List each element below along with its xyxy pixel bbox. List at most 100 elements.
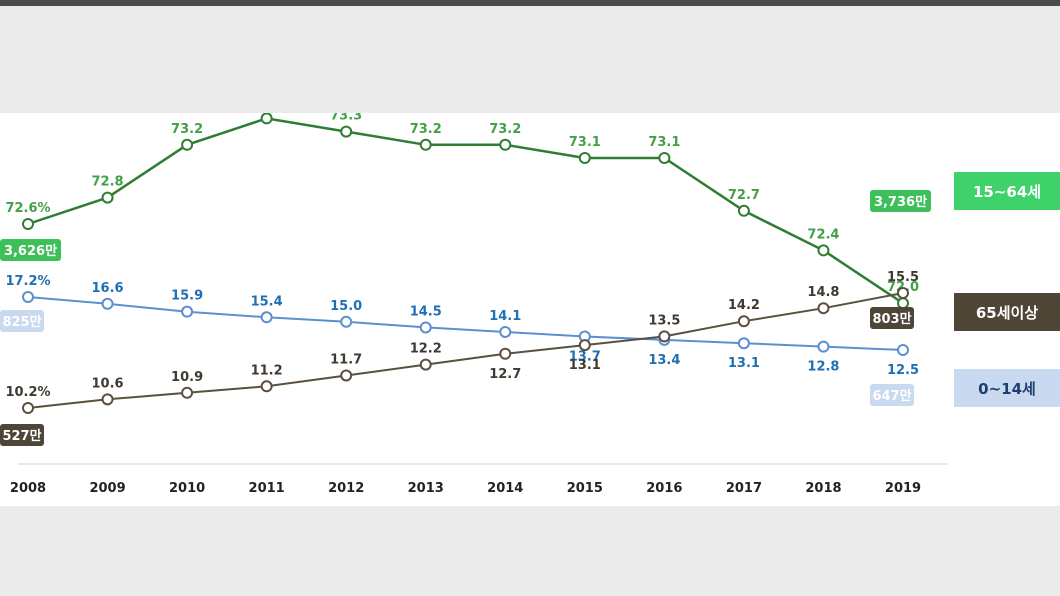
series-line	[27, 117, 904, 305]
data-point	[419, 138, 432, 151]
data-label: 12.5	[887, 363, 919, 378]
data-point	[499, 325, 512, 338]
start-badge-bg	[0, 310, 44, 332]
data-point	[658, 330, 671, 343]
start-badge: 527만	[2, 428, 41, 444]
legend-working-age: 15~64세	[954, 172, 1060, 210]
data-point	[260, 113, 273, 125]
x-tick-label: 2019	[885, 481, 921, 496]
data-label: 12.2	[410, 342, 442, 357]
data-point	[22, 291, 34, 303]
end-badge: 647만	[872, 388, 911, 404]
data-point	[817, 302, 830, 315]
legend-working-age-label: 15~64세	[972, 182, 1042, 201]
x-tick-label: 2015	[567, 481, 603, 496]
start-badge: 825만	[2, 314, 41, 330]
data-point	[340, 125, 353, 138]
data-point	[737, 337, 750, 350]
data-point	[181, 138, 194, 151]
data-label: 15.5	[887, 270, 919, 285]
data-label: 14.5	[410, 304, 442, 319]
data-label: 12.8	[807, 360, 839, 375]
data-label: 10.9	[171, 370, 203, 385]
legend-elderly-label: 65세이상	[975, 303, 1039, 322]
series-line	[27, 292, 904, 409]
data-label: 73.1	[648, 135, 680, 150]
data-point	[658, 152, 671, 164]
x-tick-label: 2009	[89, 481, 125, 496]
end-badge: 803만	[872, 311, 911, 327]
data-label: 16.6	[92, 281, 124, 296]
data-point	[419, 321, 432, 334]
data-label: 14.8	[807, 285, 839, 300]
top-bar	[0, 0, 1060, 6]
data-point	[101, 191, 114, 204]
data-label: 17.2%	[5, 274, 50, 289]
data-label: 73.2	[489, 122, 521, 137]
data-point	[499, 347, 512, 360]
legend-children-label: 0~14세	[978, 379, 1036, 398]
data-point	[22, 402, 34, 414]
x-tick-label: 2017	[726, 481, 762, 496]
data-label: 73.3	[330, 113, 362, 124]
data-label: 13.1	[728, 356, 760, 371]
start-badge: 3,626만	[4, 243, 57, 259]
data-label: 72.7	[728, 188, 760, 203]
data-label: 15.0	[330, 299, 362, 314]
data-point	[181, 386, 194, 399]
legend-children: 0~14세	[954, 369, 1060, 407]
chart-panel: 2008 2009 2010 2011 2012 2013 2014 2015 2016 2017…	[0, 113, 1060, 506]
data-label: 13.7	[569, 349, 601, 364]
end-badge-bg	[870, 307, 914, 329]
data-point	[897, 344, 909, 356]
data-point	[817, 244, 830, 257]
data-point	[181, 305, 194, 318]
end-badge-bg	[870, 384, 914, 406]
data-label: 15.4	[251, 294, 283, 309]
data-label: 11.2	[251, 363, 283, 378]
data-label: 13.5	[648, 313, 680, 328]
start-badge-bg	[0, 424, 44, 446]
data-label: 10.6	[92, 376, 124, 391]
x-tick-label: 2010	[169, 481, 205, 496]
data-point	[260, 380, 273, 393]
data-label: 13.4	[648, 353, 680, 368]
x-tick-label: 2013	[408, 481, 444, 496]
data-label: 11.7	[330, 352, 362, 367]
data-point	[22, 218, 34, 230]
x-tick-label: 2018	[805, 481, 841, 496]
data-point	[260, 311, 273, 324]
data-label: 15.9	[171, 289, 203, 304]
x-tick-label: 2014	[487, 481, 523, 496]
series-line	[27, 296, 904, 351]
x-tick-label: 2011	[249, 481, 285, 496]
data-label: 72.8	[92, 175, 124, 190]
x-tick-label: 2012	[328, 481, 364, 496]
start-badge-bg	[0, 239, 61, 261]
data-label: 73.2	[410, 122, 442, 137]
data-point	[578, 152, 591, 164]
data-point	[897, 297, 909, 310]
data-label: 72.4	[807, 227, 839, 242]
data-label: 73.2	[171, 122, 203, 137]
data-point	[737, 315, 750, 328]
data-label: 12.7	[489, 367, 521, 382]
line-chart: 2008 2009 2010 2011 2012 2013 2014 2015 2016 2017…	[0, 113, 948, 496]
data-point	[340, 315, 353, 328]
data-point	[897, 287, 909, 299]
data-point	[578, 339, 591, 352]
data-point	[419, 358, 432, 371]
data-point	[737, 204, 750, 217]
data-label: 73.1	[569, 135, 601, 150]
legend-elderly: 65세이상	[954, 293, 1060, 331]
data-point	[817, 340, 830, 353]
x-tick-label: 2008	[10, 481, 46, 496]
data-point	[499, 138, 512, 151]
data-label: 10.2%	[5, 385, 50, 400]
data-point	[101, 297, 114, 310]
end-badge: 3,736만	[874, 194, 927, 210]
data-label: 72.6%	[5, 201, 50, 216]
data-label: 14.1	[489, 309, 521, 324]
data-label: 14.2	[728, 298, 760, 313]
data-point	[340, 369, 353, 382]
